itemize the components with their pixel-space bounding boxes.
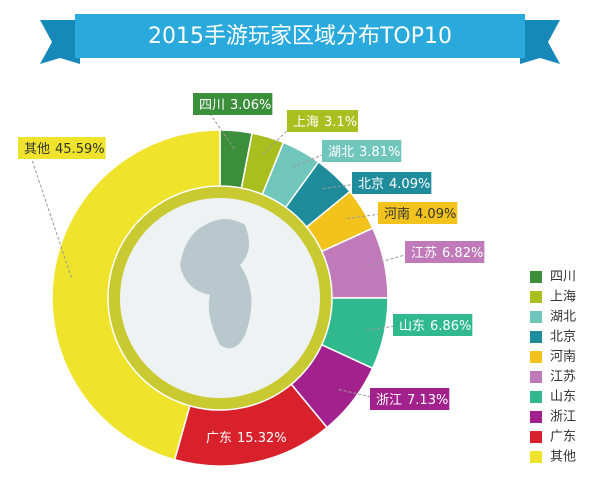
- label-box: [18, 137, 106, 159]
- legend-swatch: [530, 291, 542, 303]
- label-box: [370, 388, 450, 410]
- legend-swatch: [530, 371, 542, 383]
- label-text: 其他 45.59%: [24, 142, 105, 157]
- label-category: 江苏: [411, 245, 437, 261]
- data-label: 江苏 6.82%: [405, 241, 485, 263]
- legend-swatch: [530, 451, 542, 463]
- ribbon-end: [520, 20, 560, 64]
- label-value: 3.81%: [359, 145, 400, 160]
- label-value: 7.13%: [407, 393, 448, 408]
- label-value: 6.82%: [442, 246, 483, 261]
- label-value: 4.09%: [389, 177, 430, 192]
- data-label: 其他 45.59%: [18, 137, 106, 159]
- label-value: 3.06%: [230, 98, 271, 113]
- data-label: 湖北 3.81%: [322, 140, 402, 162]
- legend-label: 江苏: [550, 369, 576, 385]
- label-value: 45.59%: [55, 142, 105, 157]
- legend-label: 山东: [550, 390, 576, 405]
- legend-label: 其他: [550, 450, 576, 465]
- label-value: 6.86%: [430, 319, 471, 334]
- slice: [51, 129, 221, 461]
- chart-title: 2015手游玩家区域分布TOP10: [148, 24, 452, 49]
- leader-line: [262, 120, 298, 155]
- legend-swatch: [530, 331, 542, 343]
- label-text: 山东 6.86%: [399, 319, 471, 334]
- legend-label: 上海: [550, 290, 576, 305]
- legend-swatch: [530, 411, 542, 423]
- label-category: 湖北: [328, 145, 354, 160]
- label-box: [287, 110, 359, 132]
- label-text: 上海 3.1%: [293, 115, 357, 130]
- label-text: 江苏 6.82%: [411, 245, 483, 261]
- title-banner: [75, 14, 525, 58]
- label-category: 其他: [24, 142, 50, 157]
- leader-line: [347, 212, 389, 220]
- label-box: [378, 202, 458, 224]
- legend-label: 河南: [550, 349, 576, 365]
- label-category: 四川: [199, 98, 225, 113]
- legend-label: 广东: [550, 430, 576, 445]
- data-label: 北京 4.09%: [352, 172, 432, 194]
- legend-label: 北京: [550, 330, 576, 345]
- leader-line: [27, 147, 72, 278]
- label-text: 河南 4.09%: [384, 206, 456, 222]
- label-box: [193, 93, 273, 115]
- legend-label: 湖北: [550, 310, 576, 325]
- legend-swatch: [530, 391, 542, 403]
- label-category: 北京: [358, 177, 384, 192]
- legend-swatch: [530, 431, 542, 443]
- data-label: 山东 6.86%: [393, 314, 473, 336]
- map-shape: [180, 219, 252, 349]
- legend-label: 浙江: [550, 410, 576, 425]
- data-label: 四川 3.06%: [193, 93, 273, 115]
- legend-label: 四川: [550, 270, 576, 285]
- label-value: 15.32%: [237, 431, 287, 446]
- label-box: [200, 426, 288, 448]
- data-label: 河南 4.09%: [378, 202, 458, 224]
- data-label: 上海 3.1%: [287, 110, 359, 132]
- legend-swatch: [530, 311, 542, 323]
- label-category: 山东: [399, 319, 425, 334]
- ribbon-end: [40, 20, 80, 64]
- label-box: [322, 140, 402, 162]
- label-category: 广东: [206, 431, 232, 446]
- label-category: 浙江: [376, 393, 402, 408]
- label-category: 河南: [384, 206, 410, 222]
- label-value: 3.1%: [324, 115, 357, 130]
- label-text: 北京 4.09%: [358, 177, 430, 192]
- data-label: 浙江 7.13%: [370, 388, 450, 410]
- legend-swatch: [530, 271, 542, 283]
- label-box: [352, 172, 432, 194]
- label-box: [405, 241, 485, 263]
- label-text: 浙江 7.13%: [376, 393, 448, 408]
- label-value: 4.09%: [415, 207, 456, 222]
- legend-swatch: [530, 351, 542, 363]
- label-text: 湖北 3.81%: [328, 145, 400, 160]
- label-box: [393, 314, 473, 336]
- label-category: 上海: [293, 115, 319, 130]
- data-label: 广东 15.32%: [200, 426, 288, 448]
- label-text: 广东 15.32%: [206, 431, 287, 446]
- label-text: 四川 3.06%: [199, 98, 271, 113]
